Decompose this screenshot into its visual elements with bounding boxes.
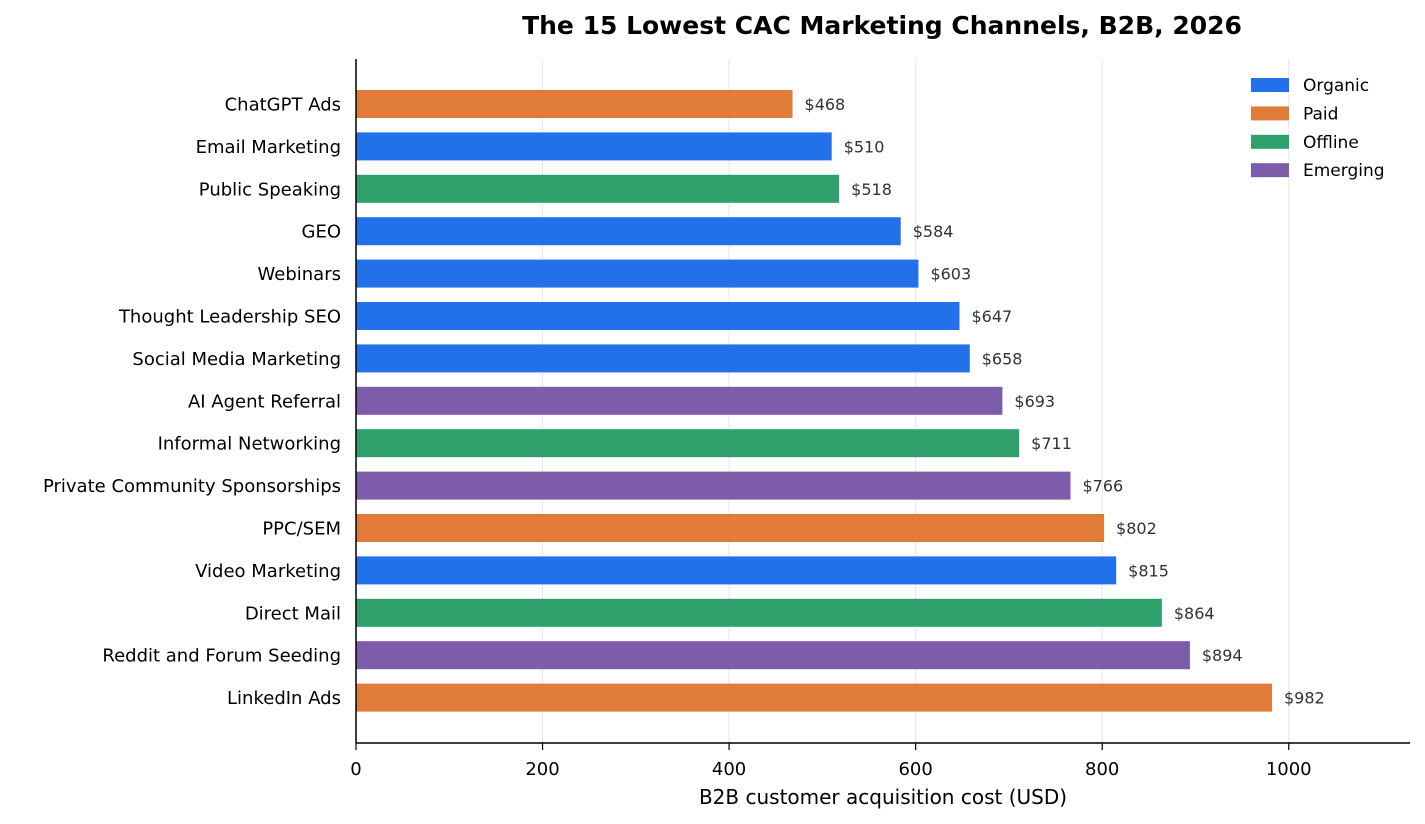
legend-label: Emerging: [1303, 161, 1385, 181]
bar: [356, 132, 832, 161]
legend-label: Organic: [1303, 76, 1369, 96]
legend: Organic Paid Offline Emerging: [1251, 76, 1385, 181]
bar: [356, 174, 840, 203]
category-label: Reddit and Forum Seeding: [102, 646, 341, 667]
value-label: $815: [1128, 561, 1169, 580]
category-labels: ChatGPT Ads Email Marketing Public Speakin…: [43, 95, 341, 710]
bar: [356, 641, 1190, 670]
category-label: Public Speaking: [199, 179, 341, 200]
value-label: $510: [844, 137, 885, 156]
bar: [356, 259, 919, 288]
x-tick-label: 800: [1085, 759, 1119, 780]
bar: [356, 471, 1071, 500]
value-label: $647: [971, 307, 1012, 326]
legend-label: Offline: [1303, 133, 1359, 153]
bar: [356, 302, 960, 330]
value-label: $982: [1284, 689, 1325, 708]
category-label: Social Media Marketing: [132, 349, 341, 370]
value-label: $802: [1116, 519, 1157, 538]
value-label: $468: [805, 95, 846, 114]
bar: [356, 386, 1003, 415]
x-tick-label: 200: [525, 759, 559, 780]
value-label: $693: [1014, 392, 1055, 411]
value-label: $658: [982, 349, 1023, 368]
x-tick-label: 400: [712, 759, 746, 780]
category-label: PPC/SEM: [262, 519, 341, 540]
bar: [356, 217, 901, 246]
bar: [356, 90, 793, 118]
legend-swatch: [1251, 78, 1289, 92]
category-label: Video Marketing: [195, 561, 341, 582]
bar: [356, 429, 1020, 458]
x-axis-label: B2B customer acquisition cost (USD): [699, 785, 1067, 809]
value-label: $766: [1082, 477, 1123, 496]
category-label: Webinars: [258, 264, 341, 285]
category-label: Email Marketing: [196, 137, 341, 158]
category-label: AI Agent Referral: [188, 391, 341, 412]
value-label: $711: [1031, 434, 1072, 453]
bars-group: [356, 90, 1272, 712]
category-label: Direct Mail: [245, 603, 341, 624]
bar: [356, 514, 1105, 542]
bar: [356, 556, 1117, 585]
category-label: Thought Leadership SEO: [118, 307, 341, 328]
bar: [356, 598, 1162, 627]
x-axis-ticks: 0 200 400 600 800 1000: [350, 743, 1312, 780]
bar: [356, 344, 970, 373]
category-label: Private Community Sponsorships: [43, 476, 341, 497]
category-label: GEO: [302, 222, 342, 243]
category-label: LinkedIn Ads: [227, 688, 341, 709]
chart-title: The 15 Lowest CAC Marketing Channels, B2…: [522, 11, 1242, 40]
legend-swatch: [1251, 163, 1289, 178]
value-label: $518: [851, 180, 892, 199]
category-label: Informal Networking: [158, 434, 341, 455]
x-tick-label: 0: [350, 759, 361, 780]
x-tick-label: 1000: [1266, 759, 1312, 780]
value-label: $603: [930, 265, 971, 284]
legend-swatch: [1251, 134, 1289, 149]
x-tick-label: 600: [898, 759, 932, 780]
value-label: $894: [1202, 646, 1243, 665]
bar: [356, 683, 1272, 712]
category-label: ChatGPT Ads: [225, 95, 341, 116]
legend-swatch: [1251, 106, 1289, 121]
value-label: $584: [913, 222, 954, 241]
value-label: $864: [1174, 604, 1215, 623]
value-labels: $468 $510 $518 $584 $603 $647 $658 $693 $711 $766…: [805, 95, 1325, 708]
legend-label: Paid: [1303, 104, 1338, 124]
